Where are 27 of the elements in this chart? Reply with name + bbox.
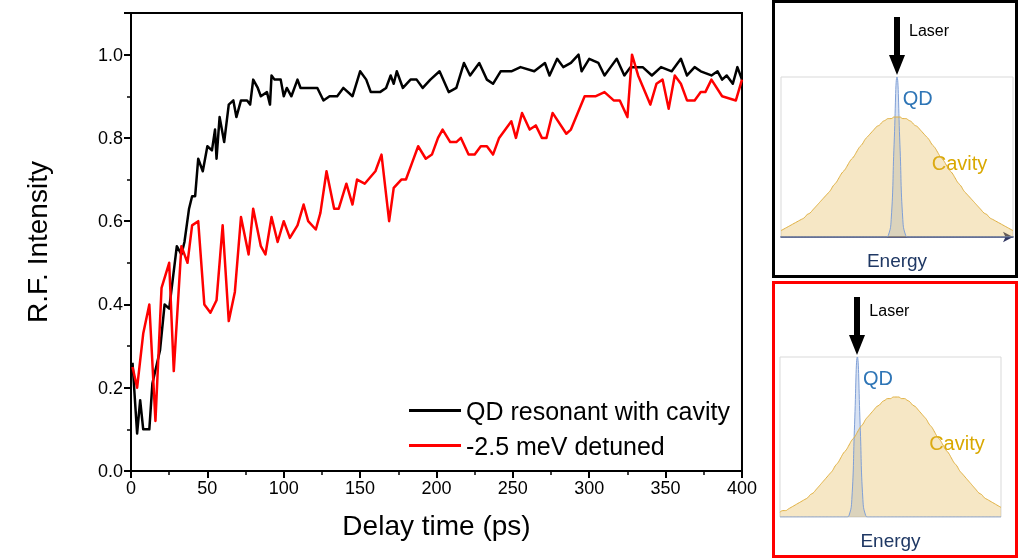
x-tick-label: 350 — [650, 478, 681, 498]
x-tick-label: 100 — [268, 478, 299, 498]
x-tick-label: 150 — [345, 478, 376, 498]
y-tick-label: 0.2 — [97, 377, 123, 398]
text: Laser — [869, 302, 910, 320]
legend-label: -2.5 meV detuned — [466, 431, 665, 460]
x-axis-title: Energy — [866, 250, 928, 271]
y-tick-label: 0.4 — [97, 294, 123, 315]
legend-label: QD resonant with cavity — [466, 396, 731, 425]
x-axis-title: Energy — [860, 530, 922, 551]
series-label: Cavity — [929, 432, 985, 455]
series-label: QD — [902, 86, 933, 109]
x-tick-label: 300 — [574, 478, 605, 498]
series-label: QD — [862, 366, 893, 389]
x-axis-title: Delay time (ps) — [342, 509, 531, 541]
series-label: Cavity — [931, 152, 988, 175]
text: Laser — [909, 22, 950, 40]
y-tick-label: 0.6 — [97, 211, 123, 232]
y-axis-title: R.F. Intensity — [21, 161, 53, 323]
y-tick-label: 0.0 — [97, 461, 123, 481]
x-tick-label: 50 — [197, 478, 218, 498]
x-tick-label: 400 — [726, 478, 758, 498]
x-tick-label: 250 — [497, 478, 528, 498]
y-tick-label: 1.0 — [97, 44, 123, 65]
x-tick-label: 0 — [125, 478, 137, 498]
x-tick-label: 200 — [421, 478, 452, 498]
y-tick-label: 0.8 — [97, 127, 123, 148]
